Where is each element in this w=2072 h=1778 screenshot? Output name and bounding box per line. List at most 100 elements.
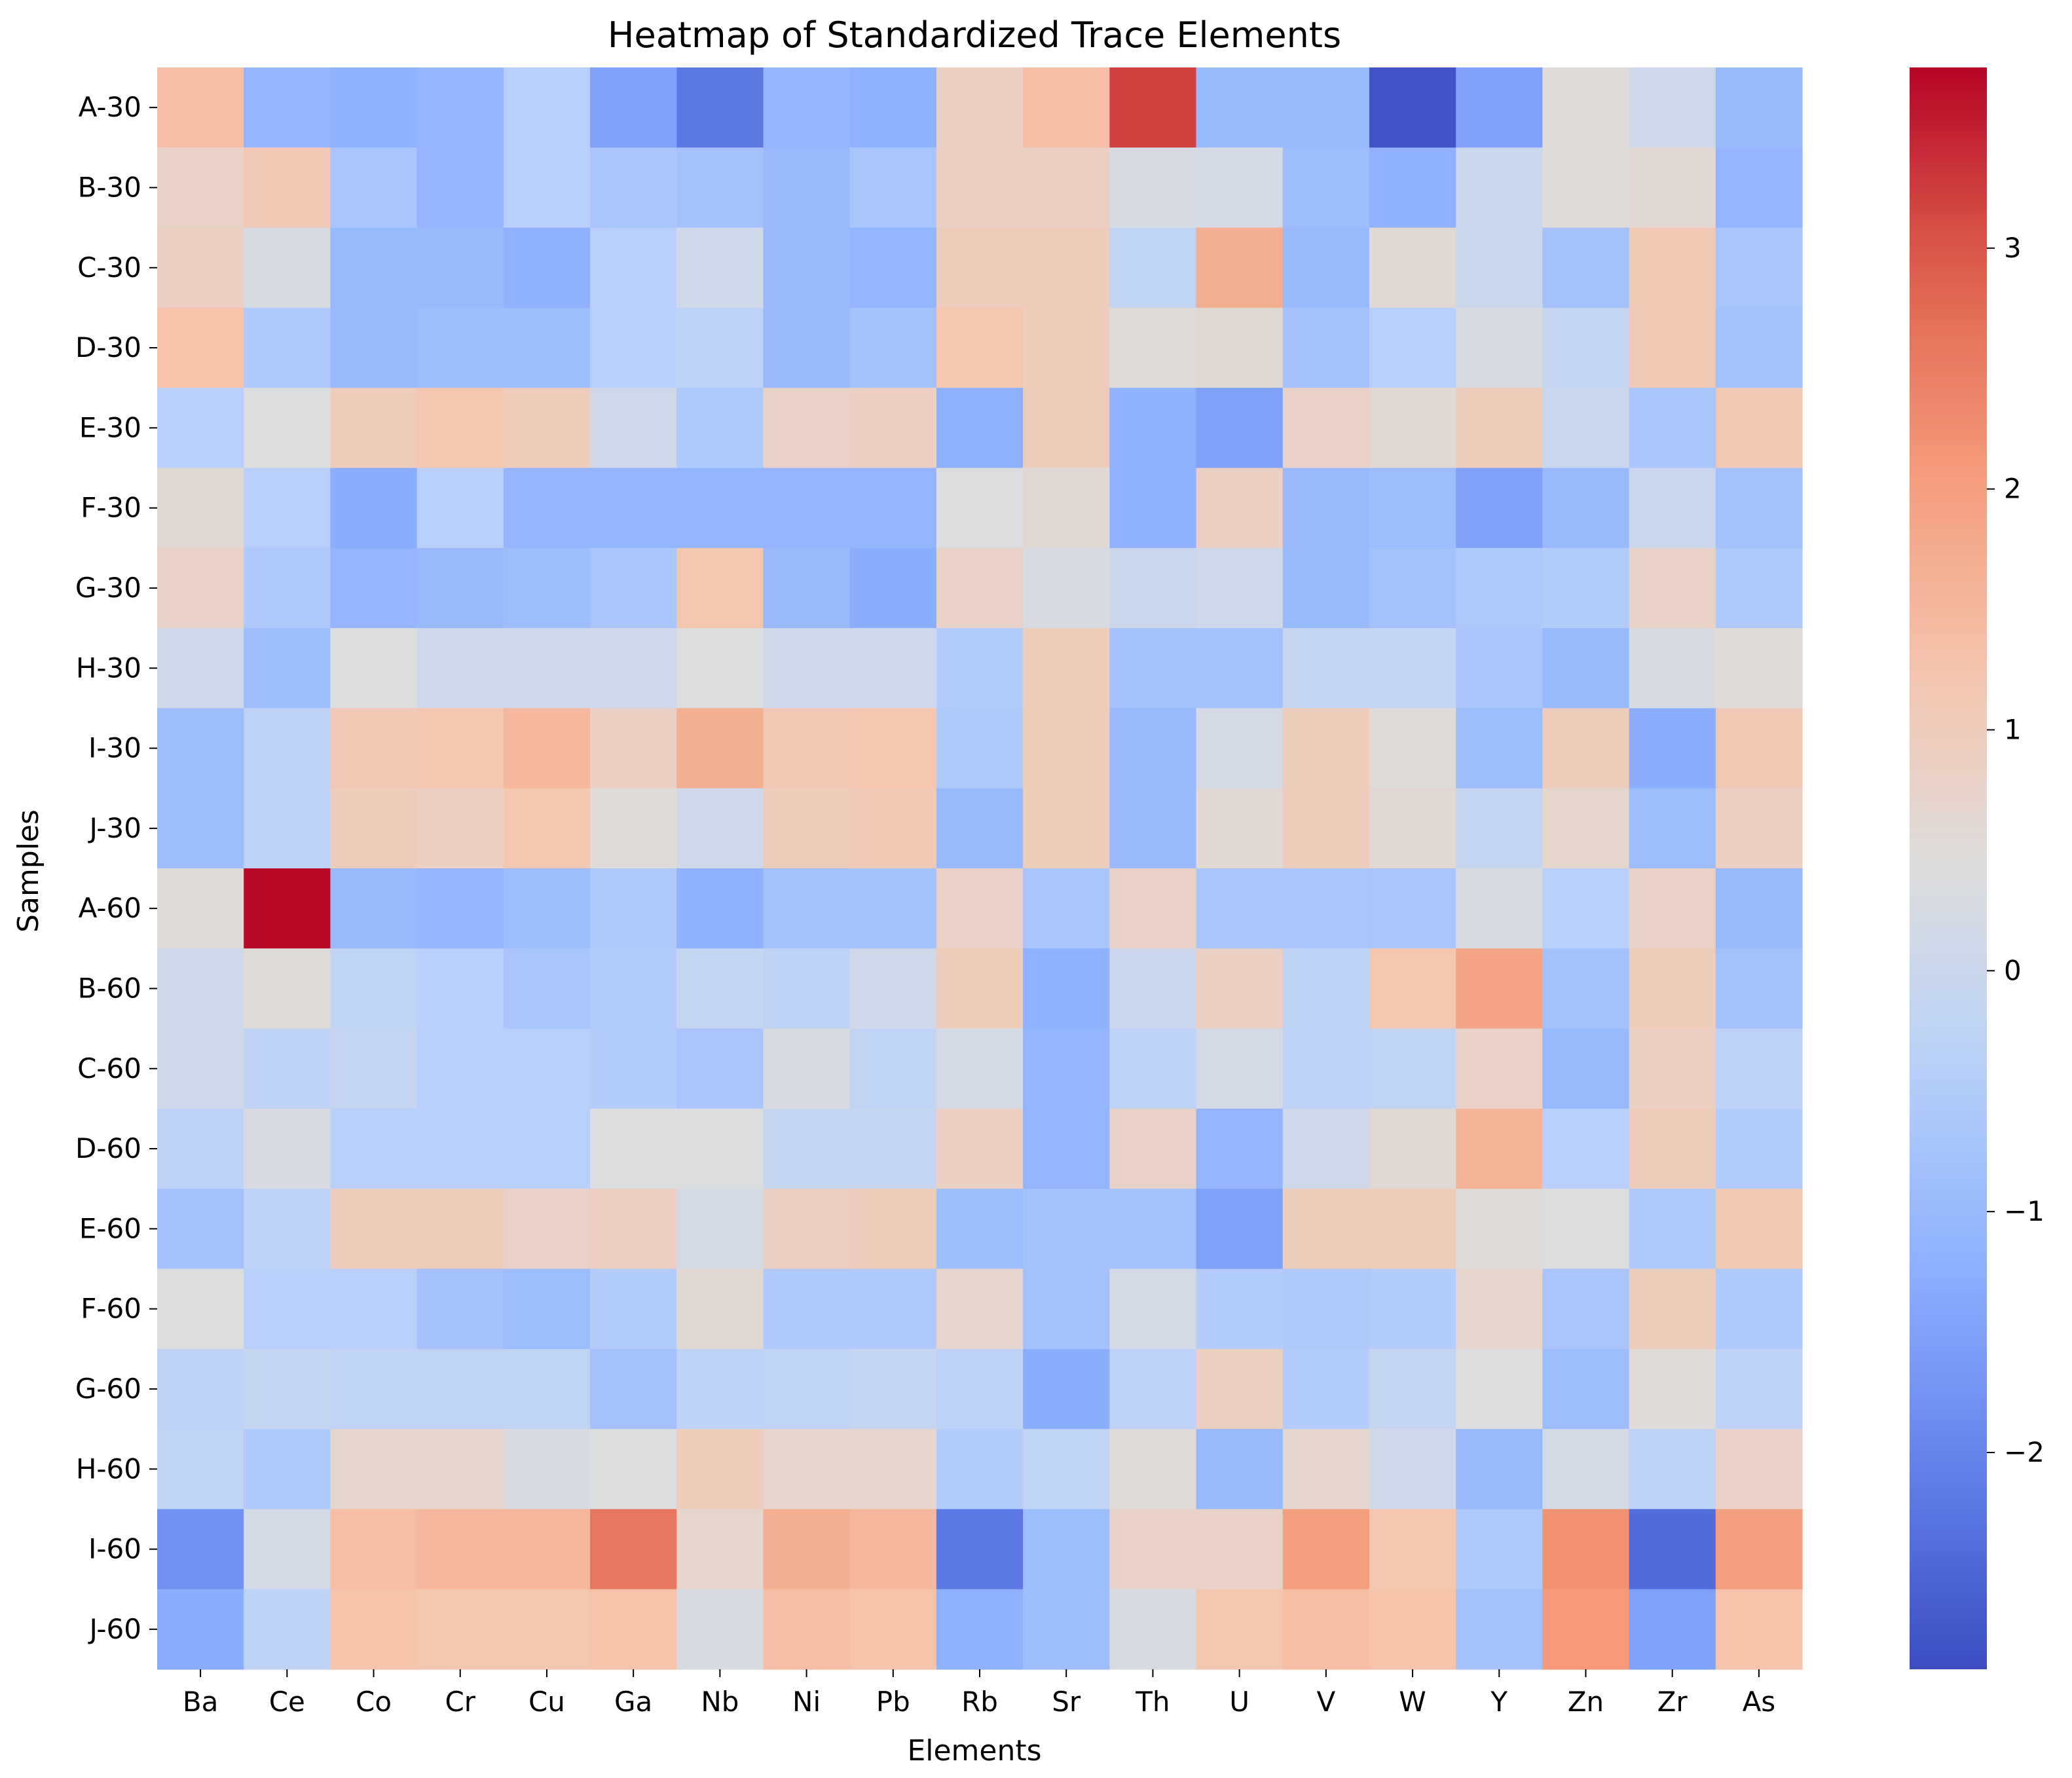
heatmap-cell-G-30-Pb xyxy=(849,547,937,629)
heatmap-cell-C-60-Y xyxy=(1456,1028,1543,1109)
heatmap-cell-H-30-Th xyxy=(1109,628,1197,709)
heatmap-cell-C-60-Th xyxy=(1109,1028,1197,1109)
heatmap-cell-C-30-Cu xyxy=(503,227,591,308)
heatmap-cell-F-60-Ce xyxy=(244,1269,331,1350)
heatmap-cell-J-60-Y xyxy=(1456,1589,1543,1670)
heatmap-cell-H-60-Y xyxy=(1456,1429,1543,1509)
heatmap-cell-B-60-As xyxy=(1715,948,1803,1029)
heatmap-cell-H-60-Co xyxy=(330,1429,418,1509)
heatmap-cell-H-60-Cr xyxy=(416,1429,504,1509)
x-tick-label-Th: Th xyxy=(1135,1686,1170,1718)
heatmap-cell-H-60-Ga xyxy=(590,1429,677,1509)
heatmap-cell-G-30-Zn xyxy=(1542,547,1630,629)
heatmap-cell-B-30-As xyxy=(1715,147,1803,229)
heatmap-cell-B-30-V xyxy=(1282,147,1370,229)
heatmap-cell-D-30-Nb xyxy=(676,307,764,388)
heatmap-cell-H-30-V xyxy=(1282,628,1370,709)
heatmap-cell-G-60-Ga xyxy=(590,1348,677,1430)
heatmap-cell-C-30-Cr xyxy=(416,227,504,308)
heatmap-cell-J-60-Rb xyxy=(936,1589,1024,1670)
heatmap-cell-C-60-Cr xyxy=(416,1028,504,1109)
heatmap-cell-I-30-Sr xyxy=(1023,708,1110,789)
heatmap-cell-B-30-Sr xyxy=(1023,147,1110,229)
heatmap-cell-G-30-W xyxy=(1369,547,1456,629)
heatmap-cell-J-30-Sr xyxy=(1023,788,1110,869)
heatmap-cell-E-30-V xyxy=(1282,388,1370,469)
heatmap-cell-C-60-W xyxy=(1369,1028,1456,1109)
heatmap-cell-C-30-Th xyxy=(1109,227,1197,308)
heatmap-cell-I-60-Nb xyxy=(676,1509,764,1590)
heatmap-cell-I-30-V xyxy=(1282,708,1370,789)
heatmap-cell-F-30-Th xyxy=(1109,468,1197,549)
heatmap-cell-A-60-As xyxy=(1715,868,1803,949)
heatmap-cell-G-30-Nb xyxy=(676,547,764,629)
heatmap-cell-A-60-U xyxy=(1196,868,1284,949)
heatmap-cell-J-60-Zn xyxy=(1542,1589,1630,1670)
heatmap-cell-D-30-Cu xyxy=(503,307,591,388)
heatmap-cell-I-30-Th xyxy=(1109,708,1197,789)
heatmap-cell-H-30-Y xyxy=(1456,628,1543,709)
heatmap-cell-B-60-V xyxy=(1282,948,1370,1029)
heatmap-cell-B-60-Y xyxy=(1456,948,1543,1029)
heatmap-cell-E-60-W xyxy=(1369,1189,1456,1270)
heatmap-cells xyxy=(157,67,1803,1670)
heatmap-cell-C-60-Pb xyxy=(849,1028,937,1109)
heatmap-cell-D-30-Rb xyxy=(936,307,1024,388)
heatmap-cell-D-60-Cu xyxy=(503,1108,591,1189)
heatmap-cell-I-30-Zn xyxy=(1542,708,1630,789)
heatmap-cell-I-30-Cu xyxy=(503,708,591,789)
heatmap-cell-J-30-Cr xyxy=(416,788,504,869)
heatmap-cell-E-60-Ga xyxy=(590,1189,677,1270)
heatmap-cell-H-30-Pb xyxy=(849,628,937,709)
y-tick-label-A-60: A-60 xyxy=(79,892,141,924)
heatmap-cell-A-30-Pb xyxy=(849,67,937,148)
heatmap-cell-C-60-Sr xyxy=(1023,1028,1110,1109)
heatmap-cell-D-30-W xyxy=(1369,307,1456,388)
x-tick-label-U: U xyxy=(1229,1686,1249,1718)
heatmap-cell-J-30-Zn xyxy=(1542,788,1630,869)
x-tick-label-Cu: Cu xyxy=(528,1686,565,1718)
heatmap-cell-G-30-U xyxy=(1196,547,1284,629)
heatmap-cell-I-60-Rb xyxy=(936,1509,1024,1590)
heatmap-cell-C-30-Rb xyxy=(936,227,1024,308)
y-tick-label-A-30: A-30 xyxy=(79,91,141,123)
y-tick-label-F-30: F-30 xyxy=(81,492,141,524)
heatmap-cell-F-60-Th xyxy=(1109,1269,1197,1350)
heatmap-cell-B-60-Cu xyxy=(503,948,591,1029)
heatmap-cell-F-30-Zn xyxy=(1542,468,1630,549)
heatmap-cell-I-30-Co xyxy=(330,708,418,789)
heatmap-cell-H-30-Zn xyxy=(1542,628,1630,709)
heatmap-cell-E-30-Pb xyxy=(849,388,937,469)
heatmap-cell-D-60-Pb xyxy=(849,1108,937,1189)
heatmap-cell-A-30-As xyxy=(1715,67,1803,148)
heatmap-cell-J-30-V xyxy=(1282,788,1370,869)
y-tick-label-D-30: D-30 xyxy=(75,331,141,363)
heatmap-cell-J-60-Cu xyxy=(503,1589,591,1670)
heatmap-cell-G-30-Zr xyxy=(1629,547,1716,629)
heatmap-cell-F-60-Ba xyxy=(157,1269,244,1350)
heatmap-cell-B-30-Nb xyxy=(676,147,764,229)
heatmap-cell-H-30-Zr xyxy=(1629,628,1716,709)
heatmap-cell-F-30-Ba xyxy=(157,468,244,549)
heatmap-cell-H-60-Sr xyxy=(1023,1429,1110,1509)
heatmap-cell-D-60-Y xyxy=(1456,1108,1543,1189)
heatmap-cell-B-60-Zn xyxy=(1542,948,1630,1029)
heatmap-cell-G-60-Th xyxy=(1109,1348,1197,1430)
heatmap-cell-B-60-Rb xyxy=(936,948,1024,1029)
heatmap-cell-E-30-Ni xyxy=(763,388,851,469)
heatmap-cell-J-60-Ce xyxy=(244,1589,331,1670)
heatmap-cell-D-60-Ni xyxy=(763,1108,851,1189)
heatmap-cell-F-60-Y xyxy=(1456,1269,1543,1350)
heatmap-cell-E-60-Y xyxy=(1456,1189,1543,1270)
heatmap-cell-B-60-Co xyxy=(330,948,418,1029)
heatmap-cell-A-30-V xyxy=(1282,67,1370,148)
heatmap-cell-G-60-Cu xyxy=(503,1348,591,1430)
heatmap-cell-G-30-Ba xyxy=(157,547,244,629)
heatmap-cell-G-60-Rb xyxy=(936,1348,1024,1430)
heatmap-cell-F-30-Ce xyxy=(244,468,331,549)
heatmap-cell-E-30-U xyxy=(1196,388,1284,469)
heatmap-cell-A-30-Th xyxy=(1109,67,1197,148)
heatmap-cell-A-60-Cr xyxy=(416,868,504,949)
heatmap-cell-B-60-U xyxy=(1196,948,1284,1029)
